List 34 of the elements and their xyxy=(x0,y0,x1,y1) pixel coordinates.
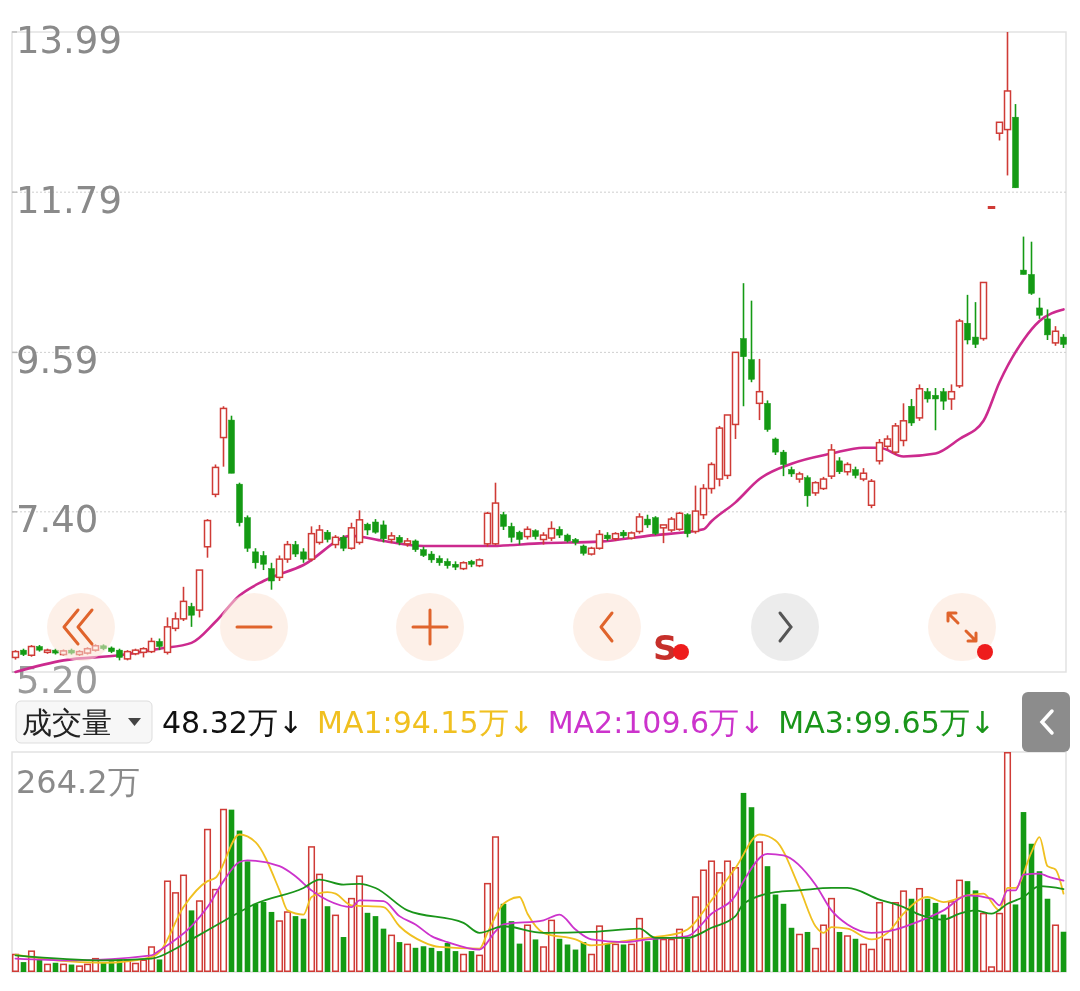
text: MA2:109.6万↓ xyxy=(547,705,765,740)
bar xyxy=(403,943,412,972)
text: 48.32万↓ xyxy=(162,705,304,740)
bar xyxy=(420,946,427,972)
y-tick-label: 7.40 xyxy=(16,498,99,542)
bar xyxy=(387,934,396,972)
bar xyxy=(611,943,620,972)
bar xyxy=(20,962,27,972)
bar xyxy=(436,951,443,972)
bar xyxy=(43,963,52,972)
bar xyxy=(324,906,331,972)
y-tick-label: 5.20 xyxy=(16,658,99,702)
text: MA3:99.65万↓ xyxy=(778,705,995,740)
annotation: S xyxy=(653,628,678,668)
bar xyxy=(459,953,468,972)
bar xyxy=(59,963,68,972)
annotation: 264.2万 xyxy=(16,763,140,801)
y-tick-label: 11.79 xyxy=(16,178,122,222)
y-tick-label: 9.59 xyxy=(16,338,99,382)
bar xyxy=(755,841,764,972)
bar xyxy=(523,924,532,972)
bar xyxy=(1051,924,1060,972)
bar xyxy=(532,939,539,972)
bar xyxy=(452,951,459,972)
bar xyxy=(915,887,924,972)
text: MA1:94.15万↓ xyxy=(317,705,534,740)
bar xyxy=(1012,904,1019,972)
bar xyxy=(468,951,475,972)
chart-title: 成交量 xyxy=(22,705,112,740)
y-tick-label: 13.99 xyxy=(16,18,122,62)
bar xyxy=(843,935,852,972)
bar xyxy=(331,914,340,972)
bar xyxy=(795,933,804,972)
bar xyxy=(644,941,651,972)
